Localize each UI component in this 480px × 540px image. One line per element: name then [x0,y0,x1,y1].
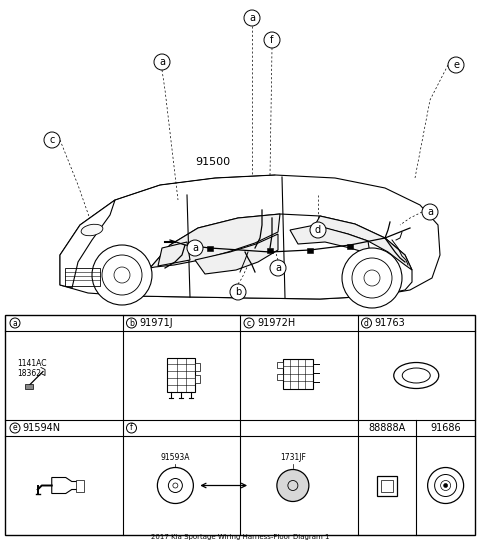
Text: 1731JF: 1731JF [280,453,306,462]
FancyBboxPatch shape [25,383,33,388]
Circle shape [127,423,136,433]
Circle shape [44,132,60,148]
Text: c: c [247,319,251,327]
Text: 2017 Kia Sportage Wiring Harness-Floor Diagram 1: 2017 Kia Sportage Wiring Harness-Floor D… [151,534,329,540]
Circle shape [157,468,193,503]
Text: e: e [12,423,17,433]
FancyBboxPatch shape [195,362,200,370]
Text: b: b [129,319,134,327]
FancyBboxPatch shape [277,374,283,380]
Polygon shape [315,216,412,270]
Circle shape [277,469,309,502]
Polygon shape [290,225,370,254]
Circle shape [187,240,203,256]
FancyBboxPatch shape [267,248,273,253]
Text: a: a [427,207,433,217]
Circle shape [92,245,152,305]
Text: e: e [453,60,459,70]
FancyBboxPatch shape [195,375,200,382]
Text: 91500: 91500 [195,157,230,167]
Circle shape [444,483,448,488]
Ellipse shape [394,362,439,388]
Text: c: c [49,135,55,145]
Text: 91594N: 91594N [22,423,60,433]
Text: a: a [12,319,17,327]
Circle shape [422,204,438,220]
Polygon shape [150,214,280,268]
Text: 91593A: 91593A [161,453,190,462]
Text: a: a [159,57,165,67]
Text: a: a [249,13,255,23]
FancyBboxPatch shape [207,246,213,251]
FancyBboxPatch shape [377,476,397,496]
Text: 88888A: 88888A [368,423,406,433]
Text: f: f [130,423,133,433]
Circle shape [244,318,254,328]
FancyBboxPatch shape [283,359,313,388]
Polygon shape [132,214,412,299]
Text: a: a [275,263,281,273]
Text: d: d [315,225,321,235]
Polygon shape [52,477,78,494]
Text: 18362: 18362 [17,369,41,378]
Circle shape [127,318,136,328]
FancyBboxPatch shape [76,480,84,491]
Text: 1141AC: 1141AC [17,359,47,368]
Circle shape [428,468,464,503]
Circle shape [270,260,286,276]
Circle shape [448,57,464,73]
Text: 91971J: 91971J [140,318,173,328]
Circle shape [310,222,326,238]
Circle shape [173,483,178,488]
Polygon shape [195,234,278,274]
Circle shape [441,481,451,490]
Polygon shape [158,242,190,266]
FancyBboxPatch shape [277,361,283,368]
Text: 91763: 91763 [374,318,405,328]
Text: 91972H: 91972H [257,318,295,328]
Circle shape [154,54,170,70]
Text: 91686: 91686 [430,423,461,433]
FancyBboxPatch shape [167,357,195,392]
Circle shape [342,248,402,308]
Circle shape [264,32,280,48]
Polygon shape [60,200,115,288]
Text: d: d [364,319,369,327]
Ellipse shape [81,224,103,236]
Circle shape [230,284,246,300]
Text: f: f [270,35,274,45]
Circle shape [361,318,372,328]
Text: b: b [235,287,241,297]
Circle shape [10,423,20,433]
Circle shape [10,318,20,328]
FancyBboxPatch shape [307,248,313,253]
Circle shape [244,10,260,26]
FancyBboxPatch shape [347,244,353,249]
Text: a: a [192,243,198,253]
Polygon shape [60,175,440,299]
